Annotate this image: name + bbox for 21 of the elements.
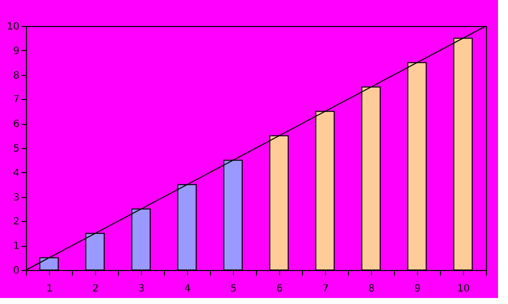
y-tick-label: 7: [13, 94, 20, 106]
x-tick-label: 9: [414, 284, 421, 294]
x-tick-label: 5: [230, 284, 237, 294]
y-tick-label: 1: [13, 241, 20, 252]
y-tick-label: 5: [13, 144, 20, 154]
y-tick-label: 10: [6, 22, 20, 32]
x-tick-label: 6: [276, 284, 283, 294]
y-tick-label: 9: [13, 46, 20, 57]
y-tick-label: 0: [13, 266, 20, 276]
y-tick-label: 4: [13, 168, 20, 179]
y-tick-label: 8: [13, 70, 20, 82]
x-tick-label: 7: [322, 284, 329, 294]
y-tick-label: 6: [13, 119, 20, 130]
x-tick-label: 10: [457, 284, 470, 294]
x-tick-label: 3: [138, 284, 145, 294]
x-tick-label: 8: [368, 284, 375, 294]
y-tick-label: 2: [13, 216, 20, 228]
y-tick-label: 3: [13, 192, 20, 204]
x-tick-label: 2: [92, 284, 99, 294]
x-tick-label: 1: [46, 284, 53, 294]
x-tick-label: 4: [184, 284, 191, 294]
